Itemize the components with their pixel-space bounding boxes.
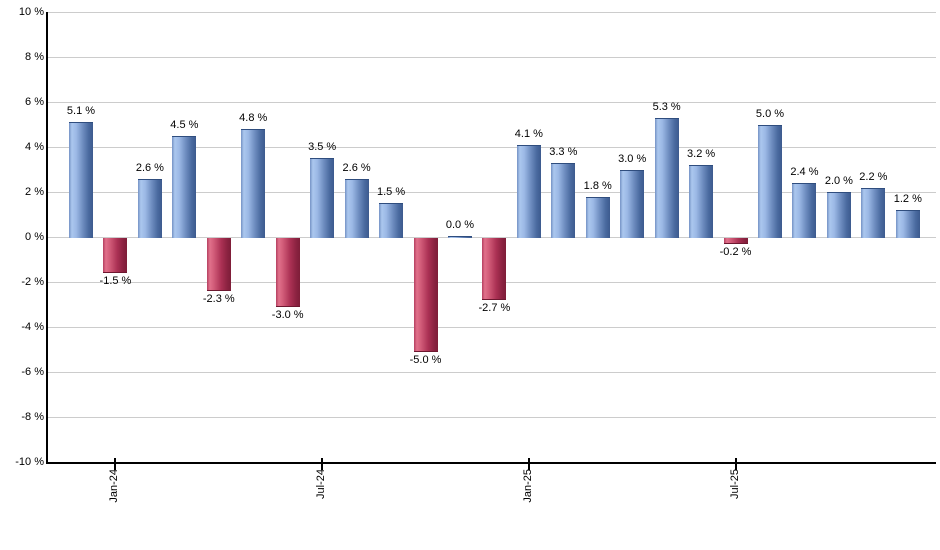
bar <box>620 169 645 238</box>
bar <box>413 238 438 352</box>
bar <box>137 178 162 238</box>
bar <box>792 183 817 238</box>
bar-value-label: -5.0 % <box>409 353 442 366</box>
gridline <box>48 146 936 148</box>
bar <box>172 135 197 238</box>
y-axis-tick-label: -2 % <box>21 276 44 288</box>
bar-value-label: -1.5 % <box>99 274 132 287</box>
bar <box>482 238 507 300</box>
bar <box>379 203 404 238</box>
bar <box>516 144 541 238</box>
bar-value-label: 5.0 % <box>755 107 785 120</box>
bar-value-label: 2.6 % <box>342 161 371 174</box>
bar-value-label: 2.6 % <box>135 161 164 174</box>
gridline <box>48 101 936 103</box>
bar <box>723 238 748 244</box>
bar-value-label: 2.2 % <box>859 170 888 183</box>
gridline <box>48 236 936 238</box>
gridline <box>48 56 936 58</box>
bar-value-label: -0.2 % <box>719 245 752 258</box>
bar <box>585 196 610 238</box>
y-axis-tick-label: 10 % <box>18 6 44 18</box>
gridline <box>48 371 936 373</box>
y-axis-tick-label: 2 % <box>25 186 44 198</box>
bar <box>310 158 335 238</box>
x-axis-tick <box>321 458 324 470</box>
bar-value-label: 3.2 % <box>687 148 716 160</box>
bar-value-label: 5.1 % <box>66 105 96 118</box>
y-axis-tick-label: -10 % <box>15 456 44 468</box>
bar-value-label: 4.5 % <box>170 118 199 131</box>
bar-value-label: 5.3 % <box>652 100 681 113</box>
bar <box>206 238 231 291</box>
bar <box>241 129 266 238</box>
gridline <box>48 191 936 193</box>
bar-value-label: 4.8 % <box>239 112 268 124</box>
gridline <box>48 11 936 13</box>
y-axis-tick-label: 6 % <box>25 96 44 108</box>
bar <box>551 162 576 238</box>
bar-value-label: 4.1 % <box>514 127 543 140</box>
bar-value-label: 0.0 % <box>445 218 475 231</box>
bar-value-label: -2.7 % <box>478 301 511 314</box>
y-axis-tick-label: -8 % <box>21 411 44 423</box>
bar <box>275 238 300 307</box>
bar-value-label: 3.5 % <box>308 141 337 154</box>
y-axis-tick-label: -6 % <box>21 366 44 378</box>
gridline <box>48 416 936 418</box>
x-axis-tick <box>527 458 530 470</box>
bar-value-label: 3.0 % <box>618 152 647 165</box>
y-axis-tick-label: 0 % <box>25 231 44 243</box>
y-axis-line <box>46 12 48 464</box>
y-axis-tick-label: 4 % <box>25 141 44 153</box>
bar <box>861 187 886 238</box>
gridline <box>48 326 936 328</box>
x-axis-line <box>46 462 936 464</box>
bar-value-label: 2.4 % <box>790 166 819 178</box>
bar <box>654 117 679 238</box>
bar-value-label: 1.5 % <box>376 186 406 199</box>
bar <box>895 210 920 238</box>
x-axis-month-label: Jan-24 <box>108 469 121 503</box>
bar <box>69 122 93 238</box>
x-axis-month-label: Jul-24 <box>315 469 328 499</box>
x-axis-month-label: Jan-25 <box>521 469 534 503</box>
bar-value-label: 2.0 % <box>824 175 853 187</box>
bar <box>758 124 782 238</box>
bar-value-label: -2.3 % <box>202 292 235 305</box>
bar <box>103 238 128 273</box>
bar-value-label: 1.8 % <box>583 179 612 192</box>
y-axis-tick-label: 8 % <box>25 51 44 63</box>
bar <box>344 178 369 238</box>
bar-value-label: -3.0 % <box>271 308 304 321</box>
bar-value-label: 3.3 % <box>549 145 578 158</box>
x-axis-tick <box>114 458 117 470</box>
bar-value-label: 1.2 % <box>893 193 922 205</box>
bar <box>826 192 851 238</box>
x-axis-month-label: Jul-25 <box>728 469 741 499</box>
x-axis-tick <box>734 458 737 470</box>
bar <box>447 235 472 238</box>
y-axis-tick-label: -4 % <box>21 321 44 333</box>
bar <box>689 165 714 238</box>
